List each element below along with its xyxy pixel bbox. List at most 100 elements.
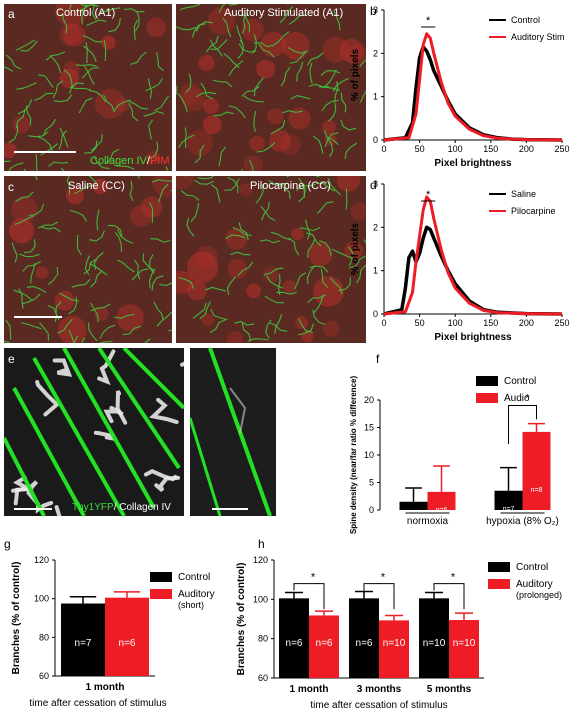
y-tick-label: 15 [364, 423, 374, 433]
n-label: n=10 [453, 638, 476, 649]
n-label: n=6 [316, 638, 333, 649]
y-tick-label: 100 [253, 594, 268, 604]
chart-d: 0 50 100 150 200 250 0 1 2 3 Pixel brightness % of … [350, 179, 570, 343]
legend-swatch [150, 572, 172, 582]
legend-label: Auditory [516, 579, 553, 590]
y-tick-label: 60 [258, 673, 268, 683]
y-tick-label: 2 [373, 222, 378, 232]
series-line-auditory-stim [383, 32, 563, 142]
micro-a-stain: Collagen IV/PIM [90, 155, 170, 167]
x-tick-label: 100 [448, 318, 463, 328]
chart-b: 0 50 100 150 200 250 0 1 2 3 Pixel brightness % of … [350, 5, 570, 169]
n-label: n=10 [423, 638, 446, 649]
sig-star: * [451, 572, 456, 584]
stain-collagen-e: / Collagen IV [113, 502, 171, 513]
bar [494, 490, 523, 510]
legend-swatch [476, 393, 498, 403]
y-tick-label: 5 [369, 478, 374, 488]
scale-bar-a [14, 151, 76, 153]
legend-label: Control [511, 15, 540, 25]
sig-star: * [311, 572, 316, 584]
bar [427, 491, 456, 510]
micro-a-control-image [4, 4, 172, 171]
legend-label-sub: (short) [178, 600, 204, 610]
micro-c-saline-image [4, 176, 172, 343]
stain-pim: PIM [149, 155, 170, 167]
panel-letter-d: d [370, 178, 377, 192]
bar [279, 598, 309, 678]
y-tick-label: 60 [39, 671, 49, 681]
y-tick-label: 1 [373, 92, 378, 102]
n-label: n=6 [408, 517, 420, 524]
bar [309, 615, 339, 678]
bar [379, 620, 409, 678]
micro-e-right [190, 348, 276, 516]
y-axis-label: Spine density (near/far ratio % differen… [349, 376, 358, 535]
panel-letter-a: a [8, 7, 15, 21]
y-tick-label: 0 [373, 135, 378, 145]
n-label: n=6 [286, 638, 303, 649]
legend-swatch [488, 579, 510, 589]
n-label: n=7 [503, 506, 515, 513]
legend-label-sub: (prolonged) [516, 590, 562, 600]
n-label: n=6 [356, 638, 373, 649]
sig-bracket [433, 583, 465, 610]
sig-bracket [363, 583, 395, 610]
y-tick-label: 120 [253, 555, 268, 565]
x-tick-label: 50 [415, 318, 425, 328]
bar [399, 501, 428, 510]
n-label: n=8 [531, 487, 543, 494]
micro-e-left-image [4, 348, 184, 516]
legend-swatch [150, 589, 172, 599]
series-line-pilocarpine [383, 195, 563, 316]
sig-star: * [426, 15, 431, 27]
micro-a-control [4, 4, 172, 171]
y-tick-label: 3 [373, 179, 378, 189]
legend-swatch [488, 562, 510, 572]
x-tick-label: 150 [483, 318, 498, 328]
y-tick-label: 1 [373, 266, 378, 276]
micro-a-right-label: Auditory Stimulated (A1) [224, 7, 344, 19]
panel-letter-b: b [370, 4, 377, 18]
micro-e-left [4, 348, 184, 516]
y-tick-label: 0 [369, 505, 374, 515]
x-tick-label: 200 [519, 318, 534, 328]
bar [105, 597, 149, 676]
x-tick-label: 0 [381, 318, 386, 328]
panel-letter-h: h [258, 537, 265, 551]
x-tick-label: 150 [483, 144, 498, 154]
bar [61, 603, 105, 676]
micro-e-stain: Thy1YFP/ Collagen IV [72, 502, 171, 513]
micro-c-left-label: Saline (CC) [68, 180, 125, 192]
y-tick-label: 80 [39, 632, 49, 642]
legend-label: Auditory Stim [511, 32, 565, 42]
y-axis-label: Branches (% of control) [236, 563, 247, 676]
category-label: 5 months [427, 684, 472, 695]
micro-a-stim-image [176, 4, 366, 171]
n-label: n=6 [119, 638, 136, 649]
y-tick-label: 20 [364, 395, 374, 405]
category-label: 1 month [86, 682, 125, 693]
micro-e-right-image [190, 348, 272, 516]
series-line-control [383, 45, 563, 142]
category-label: 1 month [290, 684, 329, 695]
panel-letter-c: c [8, 180, 14, 194]
chart-h: 60 80 100 120 Branches (% of control) n=6 n=6 1… [236, 555, 562, 711]
sig-star: * [426, 189, 431, 201]
bar [419, 598, 449, 678]
legend-label: Saline [511, 189, 536, 199]
legend-label: Control [504, 376, 536, 387]
micro-a-stim [176, 4, 366, 171]
x-tick-label: 100 [448, 144, 463, 154]
panel-letter-e: e [8, 352, 15, 366]
micro-c-pilo [176, 176, 366, 343]
micro-a-left-label: Control (A1) [56, 7, 116, 19]
x-tick-label: 50 [415, 144, 425, 154]
n-label: n=10 [383, 638, 406, 649]
x-tick-label: 0 [381, 144, 386, 154]
stain-sep: / [146, 155, 150, 167]
sig-star: * [381, 572, 386, 584]
micro-c-saline [4, 176, 172, 343]
bar [522, 431, 551, 510]
legend-label: Auditory [178, 589, 215, 600]
